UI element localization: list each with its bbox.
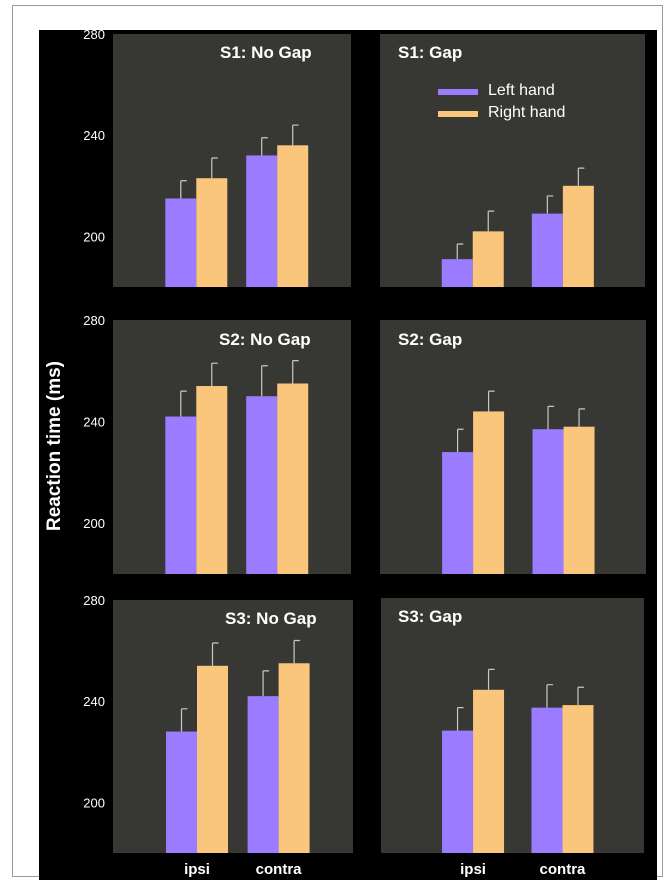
category-label-s3-no-gap-contra: contra (256, 861, 303, 878)
panel-s1-no-gap: 200 240 280 S1: No Gap (83, 27, 351, 287)
error-bar-s1-no-gap-contra-left-hand (261, 137, 268, 156)
bar-s3-gap-contra-left-hand (531, 707, 563, 853)
bar-s1-no-gap-ipsi-left-hand (165, 198, 197, 287)
panel-s2-gap: S2: Gap (380, 320, 646, 574)
error-bar-s2-gap-ipsi-left-hand (457, 428, 464, 453)
error-bar-s1-no-gap-ipsi-left-hand (180, 180, 187, 199)
error-bar-s3-gap-contra-right-hand (577, 686, 584, 706)
legend-label-right-hand: Right hand (488, 104, 565, 121)
panel-background-s1-gap (380, 34, 645, 287)
panel-background-s3-gap (381, 598, 644, 853)
panel-title-s1-gap: S1: Gap (398, 43, 462, 62)
legend-label-left-hand: Left hand (488, 82, 555, 99)
bar-s3-no-gap-contra-right-hand (278, 663, 310, 853)
error-bar-s1-gap-contra-right-hand (577, 167, 585, 186)
panel-background-s2-gap (380, 320, 646, 574)
bar-s1-gap-ipsi-right-hand (472, 231, 504, 287)
error-bar-s1-gap-ipsi-right-hand (487, 210, 495, 232)
y-tick-label-s1-no-gap-240: 240 (83, 128, 105, 143)
bar-s1-no-gap-contra-right-hand (277, 145, 309, 287)
error-bar-s1-no-gap-contra-right-hand (292, 124, 299, 146)
error-bar-s2-no-gap-ipsi-left-hand (180, 390, 187, 417)
error-bar-s3-no-gap-contra-left-hand (262, 670, 270, 697)
panel-s1-gap: S1: Gap Left hand Right hand (380, 34, 645, 287)
panel-title-s1-no-gap: S1: No Gap (220, 43, 312, 62)
panel-s2-no-gap: 200 240 280 S2: No Gap (83, 313, 351, 574)
y-tick-label-s3-no-gap-280: 280 (83, 593, 105, 608)
error-bar-s2-gap-ipsi-right-hand (488, 390, 495, 412)
bar-s1-gap-contra-left-hand (531, 213, 563, 287)
y-tick-label-s1-no-gap-200: 200 (83, 229, 105, 244)
y-tick-label-s2-no-gap-200: 200 (83, 516, 105, 531)
bar-s1-no-gap-ipsi-right-hand (196, 178, 228, 287)
error-bar-s3-gap-contra-left-hand (546, 684, 553, 708)
bar-s2-no-gap-contra-left-hand (246, 396, 278, 574)
panel-title-s2-no-gap: S2: No Gap (219, 330, 311, 349)
bar-s1-gap-contra-right-hand (562, 185, 594, 287)
bar-s1-gap-ipsi-left-hand (441, 259, 473, 287)
panel-background-s1-no-gap (113, 34, 351, 287)
error-bar-s3-no-gap-contra-right-hand (293, 639, 301, 664)
error-bar-s2-gap-contra-left-hand (547, 405, 555, 430)
bar-s3-gap-ipsi-left-hand (442, 730, 474, 853)
bar-s2-no-gap-contra-right-hand (277, 383, 309, 574)
category-label-s3-gap-contra: contra (540, 861, 587, 878)
bar-s3-no-gap-contra-left-hand (247, 696, 279, 853)
panel-title-s3-gap: S3: Gap (398, 607, 462, 626)
bar-s2-gap-contra-left-hand (532, 429, 564, 574)
y-tick-label-s2-no-gap-280: 280 (83, 313, 105, 328)
error-bar-s1-gap-ipsi-left-hand (456, 243, 464, 260)
category-label-s3-no-gap-ipsi: ipsi (184, 861, 210, 878)
bar-s3-no-gap-ipsi-right-hand (197, 665, 228, 853)
bar-s1-no-gap-contra-left-hand (246, 155, 278, 287)
y-tick-label-s3-no-gap-200: 200 (83, 795, 105, 810)
panel-s3-no-gap: 200 240 280 S3: No Gap ipsi contra (83, 593, 353, 878)
error-bar-s1-no-gap-ipsi-right-hand (211, 157, 218, 179)
bar-s3-gap-ipsi-right-hand (473, 689, 505, 853)
y-tick-label-s1-no-gap-280: 280 (83, 27, 105, 42)
panel-title-s3-no-gap: S3: No Gap (225, 609, 317, 628)
error-bar-s2-no-gap-ipsi-right-hand (211, 362, 218, 387)
bar-s3-gap-contra-right-hand (562, 705, 594, 853)
error-bar-s2-no-gap-contra-left-hand (261, 365, 268, 397)
error-bar-s3-no-gap-ipsi-right-hand (211, 642, 219, 666)
bar-s2-gap-ipsi-left-hand (442, 452, 474, 574)
error-bar-s2-no-gap-contra-right-hand (292, 360, 299, 384)
panel-title-s2-gap: S2: Gap (398, 330, 462, 349)
category-label-s3-gap-ipsi: ipsi (460, 861, 486, 878)
panel-background-s2-no-gap (113, 320, 351, 574)
bar-s2-no-gap-ipsi-left-hand (165, 416, 197, 574)
y-tick-label-s3-no-gap-240: 240 (83, 694, 105, 709)
bar-s2-no-gap-ipsi-right-hand (196, 386, 228, 574)
legend-swatch-left-hand (438, 89, 478, 95)
error-bar-s1-gap-contra-left-hand (546, 195, 554, 214)
y-tick-label-s2-no-gap-240: 240 (83, 415, 105, 430)
error-bar-s3-gap-ipsi-right-hand (487, 668, 495, 690)
error-bar-s3-no-gap-ipsi-left-hand (180, 708, 188, 732)
panel-background-s3-no-gap (113, 600, 353, 853)
error-bar-s2-gap-contra-right-hand (578, 408, 586, 427)
error-bar-s3-gap-ipsi-left-hand (456, 707, 464, 731)
panel-s3-gap: S3: Gap ipsi contra (381, 598, 644, 878)
bar-s3-no-gap-ipsi-left-hand (166, 731, 197, 853)
bar-s2-gap-contra-right-hand (563, 426, 595, 574)
legend-swatch-right-hand (438, 111, 478, 117)
y-axis-label: Reaction time (ms) (44, 361, 65, 531)
bar-s2-gap-ipsi-right-hand (473, 411, 505, 574)
